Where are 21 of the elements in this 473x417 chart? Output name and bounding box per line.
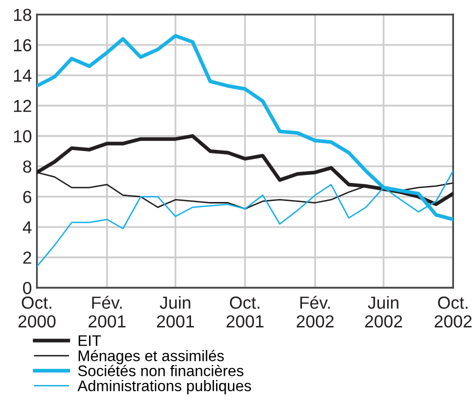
x-tick-label: Fév. 2002 xyxy=(296,296,334,328)
y-tick-label: 12 xyxy=(14,100,32,112)
x-tick-label: Oct. 2000 xyxy=(18,296,56,328)
y-tick-label: 6 xyxy=(23,190,32,204)
legend-label: EIT xyxy=(78,335,101,346)
y-tick-label: 4 xyxy=(22,221,32,234)
legend-label: Administrations publiques xyxy=(77,380,251,394)
y-tick-label: 14 xyxy=(14,70,32,82)
y-tick-label: 8 xyxy=(23,160,32,173)
y-tick-label: 2 xyxy=(23,252,32,264)
legend-label: Sociétés non financières xyxy=(78,364,244,376)
x-tick-label: Oct. 2001 xyxy=(226,296,264,328)
y-tick-label: 10 xyxy=(14,130,32,142)
x-tick-label: Juin 2002 xyxy=(365,296,402,328)
x-tick-label: Oct. 2002 xyxy=(434,296,472,328)
legend-label: Ménages et assimilés xyxy=(78,350,224,364)
y-tick-label: 0 xyxy=(23,282,32,294)
y-tick-label: 18 xyxy=(14,8,32,22)
y-tick-label: 16 xyxy=(14,39,32,52)
x-tick-label: Fév. 2001 xyxy=(88,296,126,328)
x-tick-label: Juin 2001 xyxy=(157,296,194,328)
